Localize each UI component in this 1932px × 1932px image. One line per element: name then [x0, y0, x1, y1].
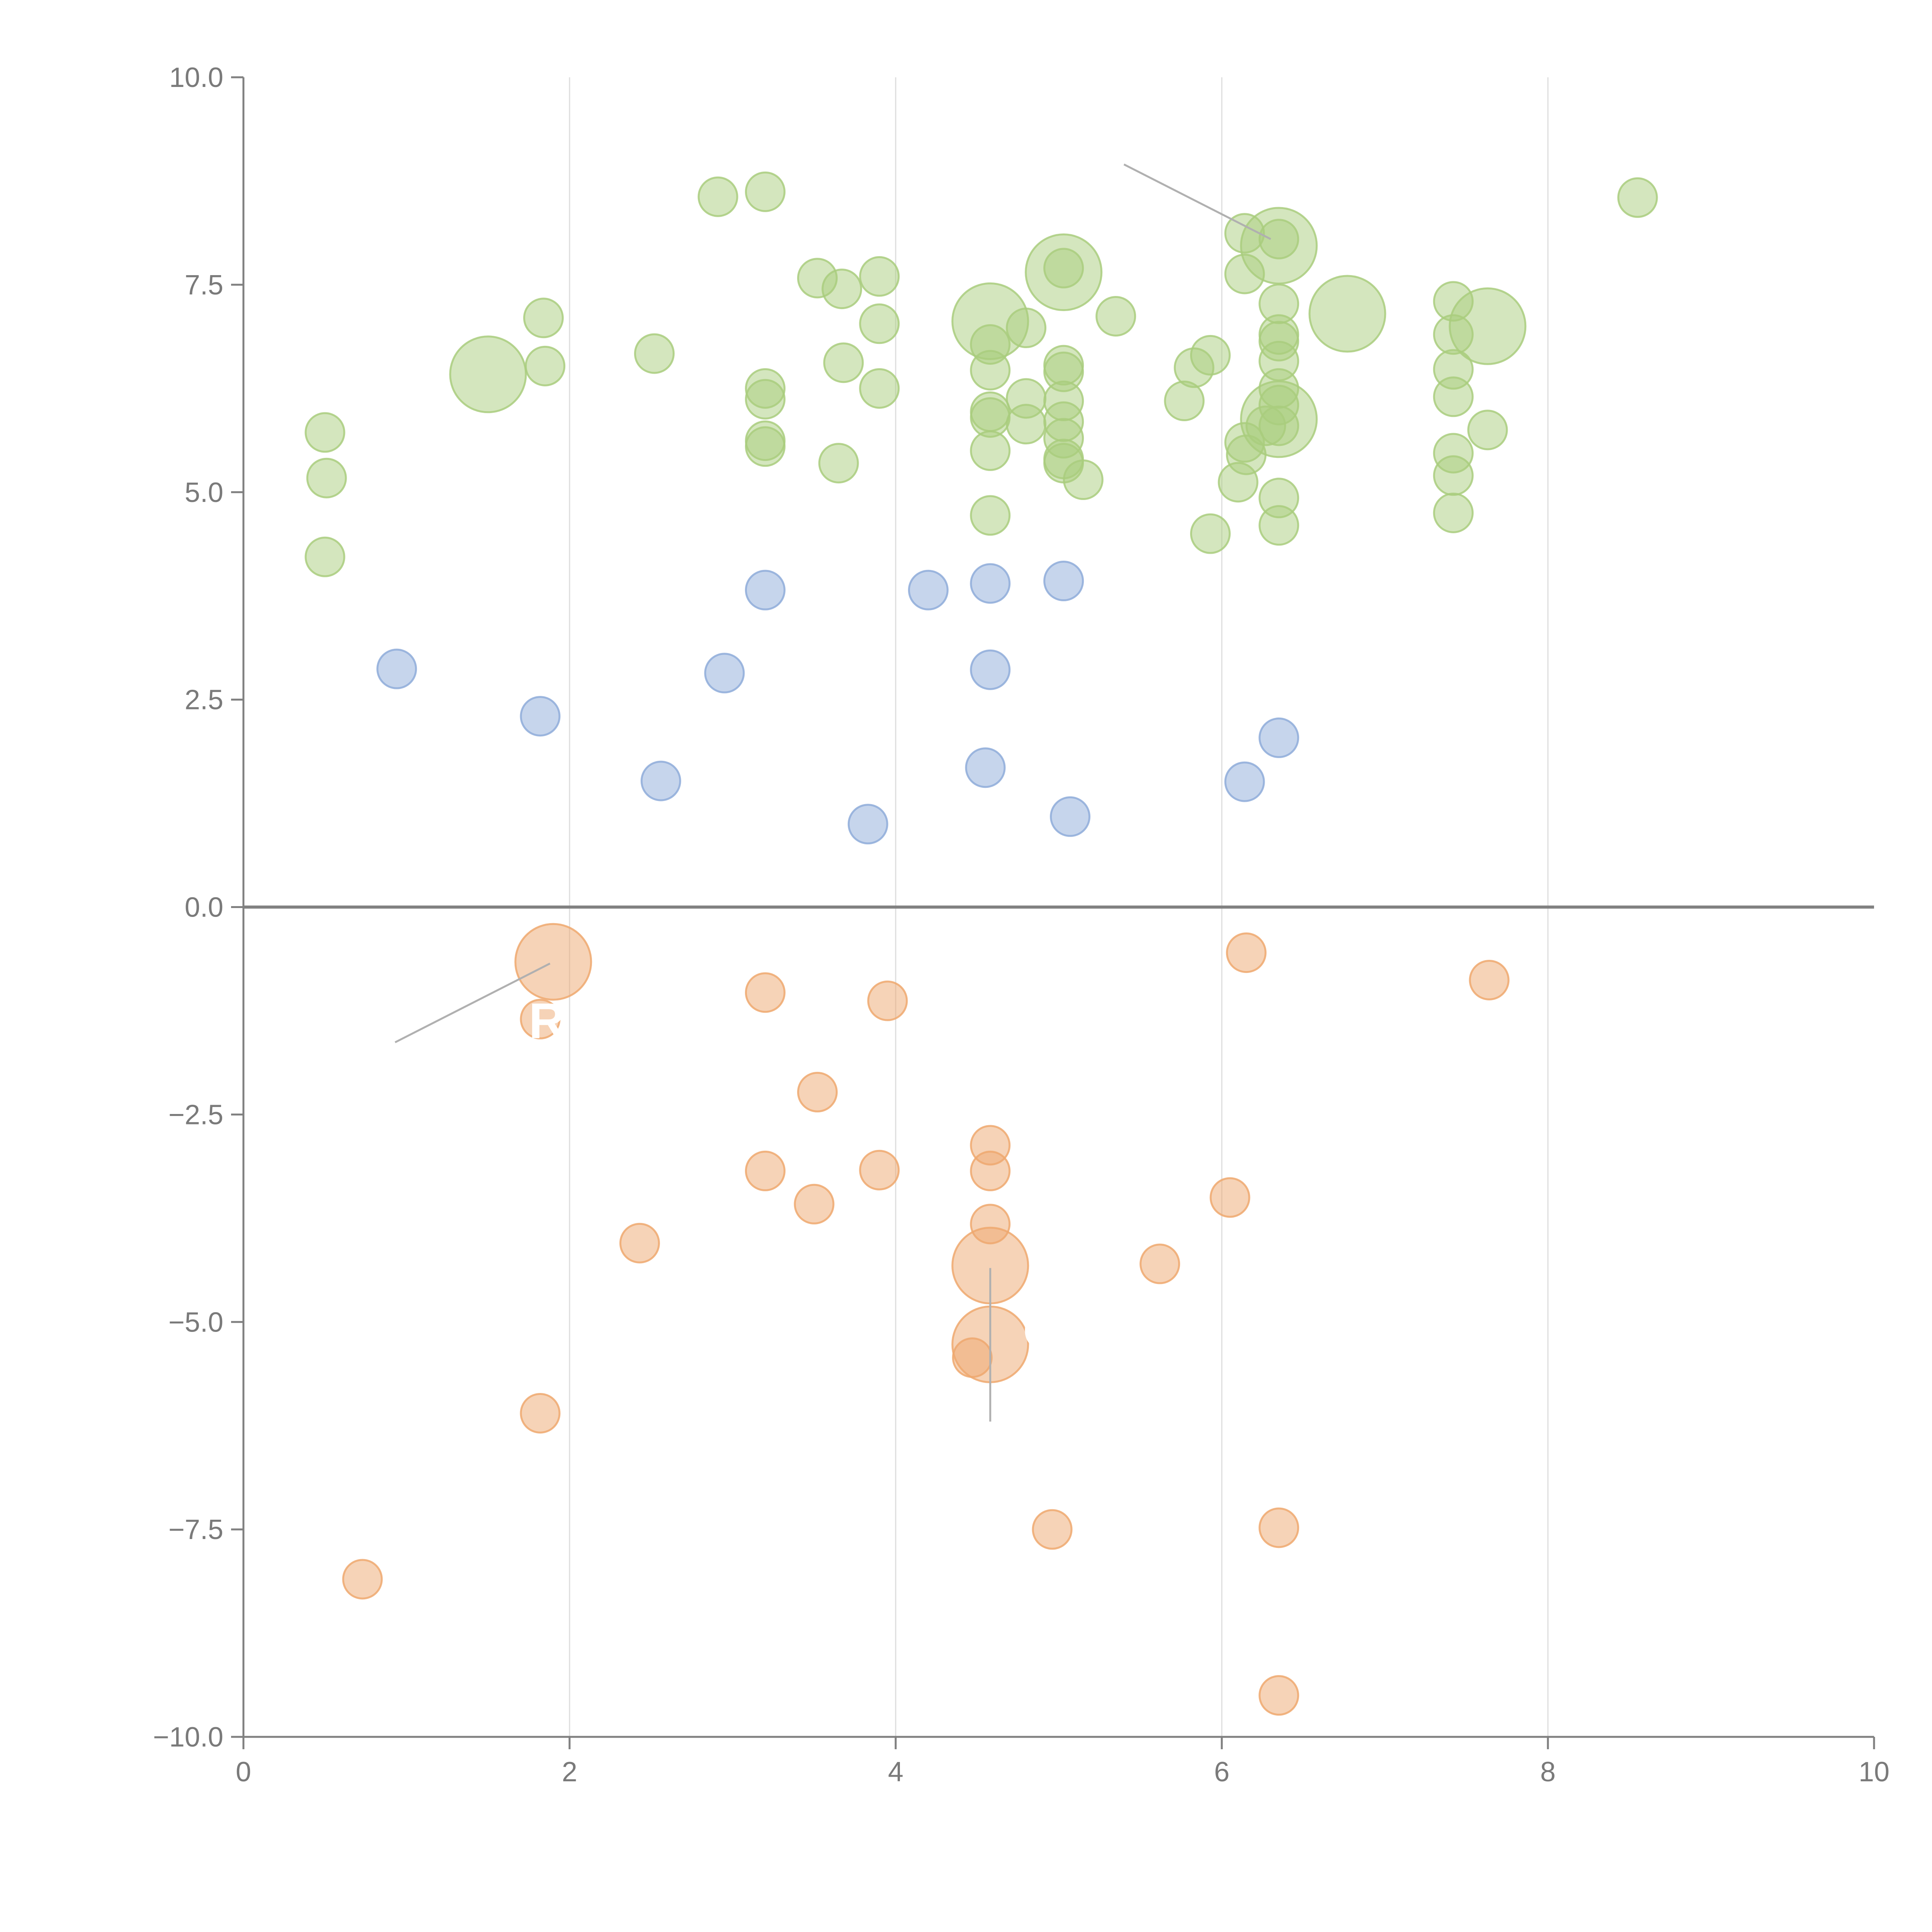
- blue-point: [1224, 761, 1265, 802]
- orange-point: [797, 1071, 838, 1112]
- x-tick-label: 6: [1214, 1757, 1230, 1787]
- green-point: [1617, 177, 1658, 218]
- green-point: [859, 368, 900, 409]
- blue-point: [970, 649, 1011, 690]
- orange-point: [745, 972, 786, 1013]
- data-points: [304, 171, 1658, 1716]
- green-point: [1308, 275, 1386, 353]
- x-tick-label: 0: [236, 1757, 251, 1787]
- blue-point: [745, 570, 786, 611]
- green-point: [697, 176, 738, 217]
- blue-point: [847, 804, 888, 845]
- y-tick-label: −2.5: [168, 1099, 223, 1130]
- green-point: [1190, 513, 1231, 554]
- annotation-label: R: [529, 993, 565, 1049]
- orange-point: [1209, 1177, 1250, 1218]
- annotation-leader-line: [395, 963, 551, 1043]
- tick-labels: 10.0 7.5 5.0 2.5 0.0 −2.5 −5.0 −7.5 −10.0 0 2 4 6 8 10: [153, 62, 1889, 1787]
- orange-point: [745, 1150, 786, 1191]
- orange-point: [342, 1559, 383, 1600]
- green-point: [821, 269, 862, 310]
- orange-point: [970, 1150, 1011, 1191]
- y-tick-label: −5.0: [168, 1307, 223, 1338]
- green-point: [1259, 505, 1299, 546]
- green-point: [1467, 410, 1508, 451]
- green-point: [745, 171, 786, 212]
- orange-point: [1032, 1509, 1073, 1550]
- orange-point: [1259, 1675, 1299, 1716]
- orange-point: [1469, 959, 1510, 1000]
- green-point: [1006, 404, 1047, 445]
- green-point: [525, 345, 566, 386]
- y-tick-label: 2.5: [185, 685, 223, 716]
- annotation-leader-line: [1123, 163, 1271, 240]
- y-tick-label: −10.0: [153, 1722, 223, 1753]
- green-point: [306, 457, 347, 498]
- blue-point: [970, 563, 1011, 604]
- annotation-label: C: [1023, 1302, 1059, 1359]
- green-point: [970, 350, 1011, 391]
- annotations: RC: [395, 163, 1271, 1422]
- green-point: [304, 536, 345, 577]
- green-point: [745, 426, 786, 467]
- green-point: [1433, 492, 1474, 533]
- green-point: [745, 379, 786, 420]
- green-point: [523, 298, 564, 338]
- blue-point: [704, 653, 745, 694]
- x-tick-label: 4: [888, 1757, 903, 1787]
- blue-point: [908, 570, 949, 611]
- green-point: [823, 342, 864, 383]
- green-point: [859, 303, 900, 344]
- green-point: [634, 333, 675, 374]
- green-point: [1006, 308, 1047, 349]
- orange-point: [867, 980, 908, 1021]
- orange-point: [1139, 1243, 1180, 1284]
- x-tick-label: 2: [562, 1757, 577, 1787]
- y-tick-label: 7.5: [185, 270, 223, 301]
- orange-point: [794, 1184, 835, 1225]
- orange-point: [520, 998, 561, 1039]
- green-point: [304, 412, 345, 453]
- orange-point: [514, 923, 592, 1001]
- y-tick-label: 10.0: [169, 62, 223, 93]
- orange-point: [859, 1150, 900, 1190]
- y-tick-label: 0.0: [185, 892, 223, 923]
- orange-point: [1259, 1507, 1299, 1548]
- axes: [231, 76, 1875, 1749]
- green-point: [970, 430, 1011, 471]
- green-point: [1259, 219, 1299, 260]
- orange-point: [619, 1223, 660, 1264]
- green-point: [1063, 459, 1104, 500]
- green-point: [1433, 455, 1474, 496]
- blue-point: [376, 648, 417, 689]
- blue-point: [640, 760, 681, 801]
- green-point: [1095, 296, 1136, 337]
- blue-point: [1043, 561, 1084, 602]
- green-point: [449, 335, 527, 413]
- green-point: [1190, 335, 1231, 376]
- blue-point: [965, 747, 1006, 788]
- green-point: [859, 256, 900, 297]
- orange-point: [1226, 932, 1267, 973]
- x-tick-label: 10: [1859, 1757, 1889, 1787]
- y-tick-label: −7.5: [168, 1514, 223, 1545]
- green-point: [1043, 248, 1084, 289]
- green-point: [970, 495, 1011, 536]
- y-tick-label: 5.0: [185, 477, 223, 508]
- x-tick-label: 8: [1540, 1757, 1556, 1787]
- blue-point: [1259, 717, 1299, 758]
- orange-point: [520, 1393, 561, 1434]
- green-point: [1449, 287, 1527, 365]
- blue-point: [1050, 796, 1091, 837]
- blue-point: [520, 696, 561, 737]
- green-point: [1433, 376, 1474, 417]
- green-point: [818, 443, 859, 484]
- green-point: [1259, 405, 1299, 446]
